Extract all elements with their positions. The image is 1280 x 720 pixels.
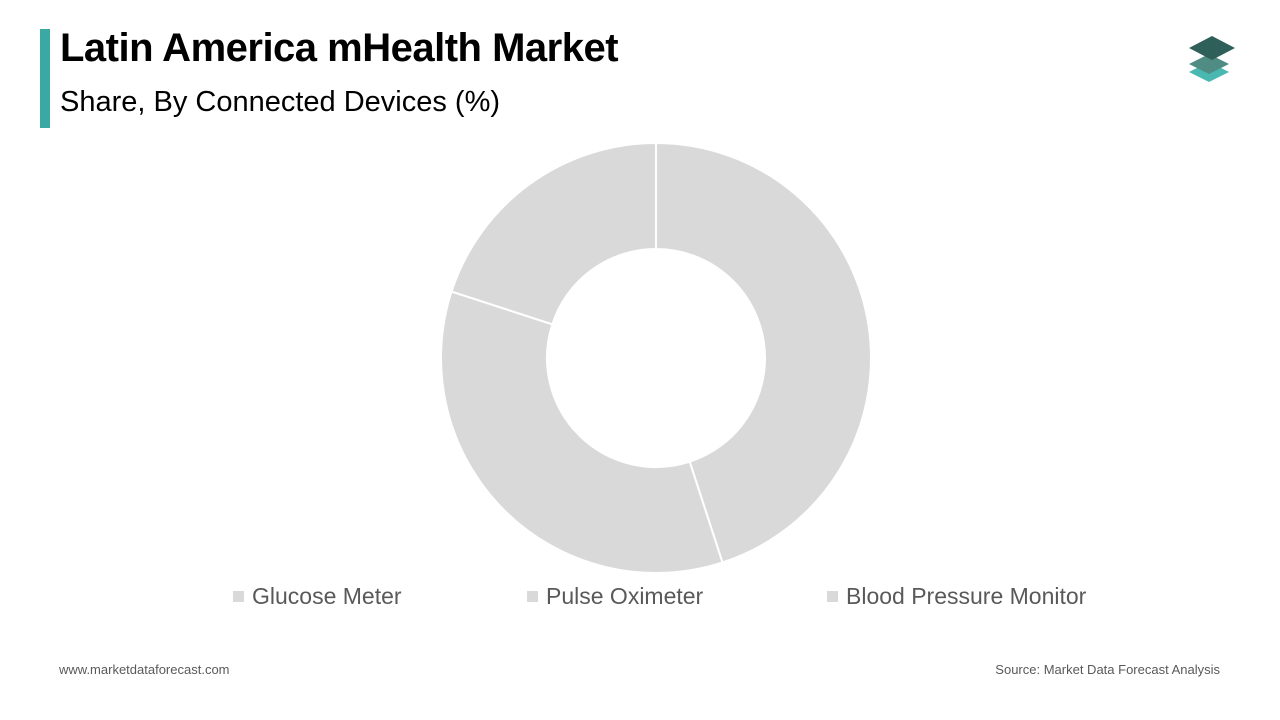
legend-item-blood-pressure-monitor: Blood Pressure Monitor (827, 580, 1086, 612)
donut-slices (440, 141, 872, 574)
chart-title: Latin America mHealth Market (60, 26, 619, 70)
legend-item-glucose-meter: Glucose Meter (233, 580, 402, 612)
logo-layer-middle (1189, 54, 1229, 74)
legend-swatch (527, 590, 538, 602)
legend-label: Blood Pressure Monitor (846, 582, 1087, 609)
footer-website: www.marketdataforecast.com (59, 662, 230, 677)
slice-pulse-oximeter (440, 290, 724, 574)
slice-glucose-meter (655, 141, 872, 564)
legend-item-pulse-oximeter: Pulse Oximeter (527, 580, 703, 612)
logo-layer-top (1189, 36, 1235, 60)
brand-logo-icon (1189, 36, 1235, 82)
legend-swatch (827, 590, 838, 602)
chart-subtitle: Share, By Connected Devices (%) (60, 86, 501, 118)
title-accent-bar (40, 29, 50, 128)
legend-label: Pulse Oximeter (546, 582, 704, 609)
legend-label: Glucose Meter (252, 582, 402, 609)
legend-swatch (233, 590, 244, 602)
slice-blood-pressure-monitor (450, 141, 657, 326)
footer-source: Source: Market Data Forecast Analysis (995, 662, 1220, 677)
chart-legend: Glucose Meter Pulse Oximeter Blood Press… (0, 580, 1280, 612)
